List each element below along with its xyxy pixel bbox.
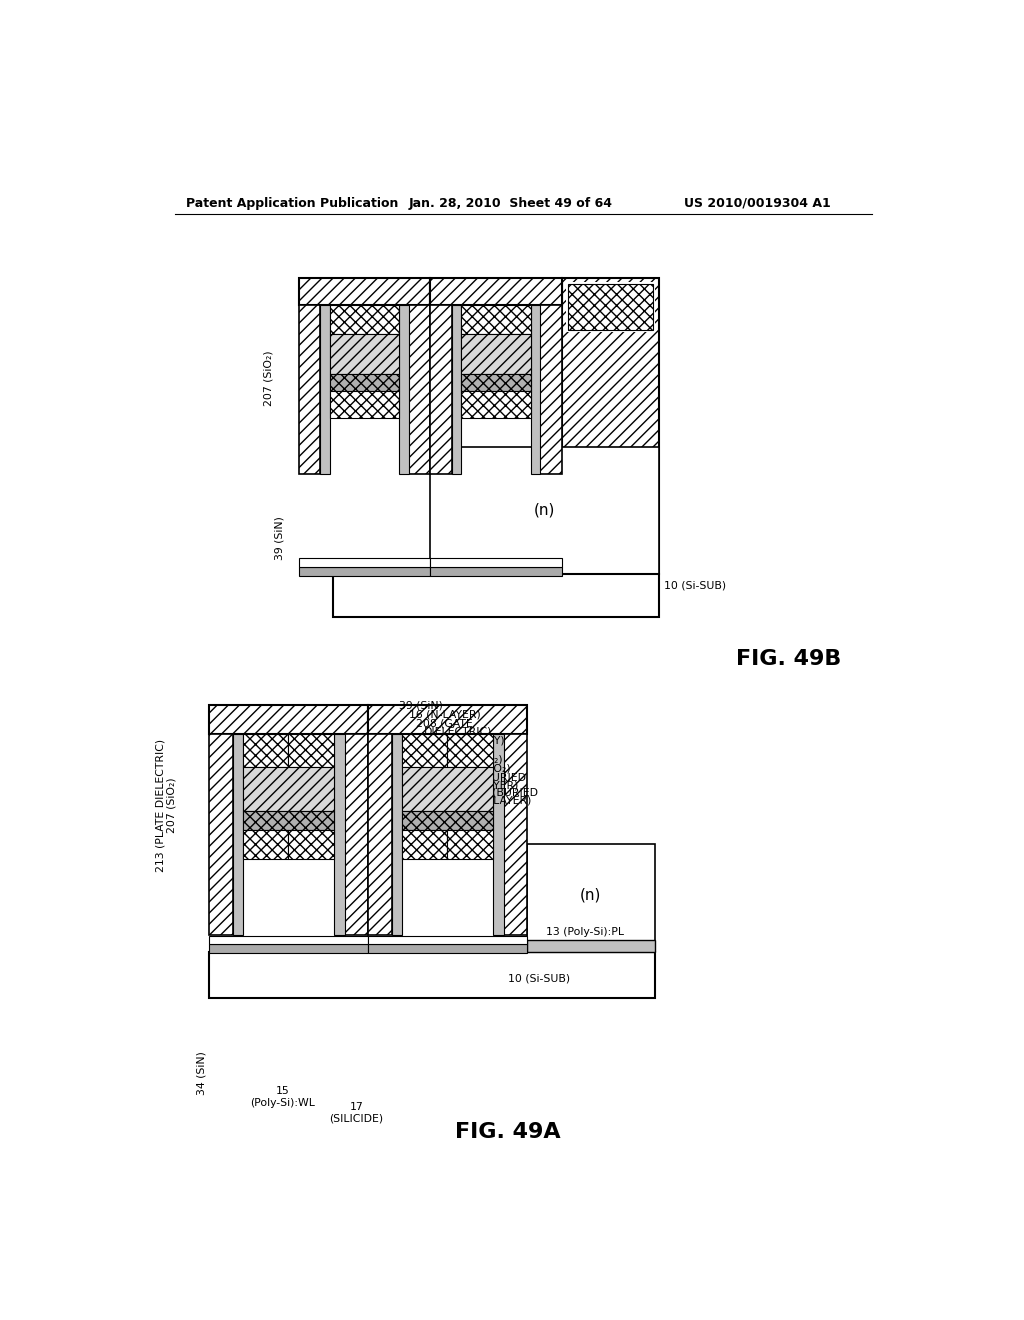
Bar <box>527 843 655 948</box>
Text: US 2010/0019304 A1: US 2010/0019304 A1 <box>684 197 831 210</box>
Bar <box>409 305 430 474</box>
Text: (p): (p) <box>463 840 477 850</box>
Bar <box>299 558 430 566</box>
Bar <box>244 812 334 830</box>
Bar <box>430 447 658 574</box>
Bar <box>461 334 531 374</box>
Bar <box>289 734 334 767</box>
Text: 213 (PLATE DIELECTRIC): 213 (PLATE DIELECTRIC) <box>156 739 165 871</box>
Text: DIELECTRIC): DIELECTRIC) <box>424 726 493 737</box>
Text: 17
(SILICIDE): 17 (SILICIDE) <box>330 1102 384 1123</box>
Bar <box>209 936 369 944</box>
Text: (p): (p) <box>303 840 318 850</box>
Bar <box>244 830 289 859</box>
Bar <box>345 734 369 935</box>
Text: N-LAYER): N-LAYER) <box>481 796 531 805</box>
Text: 39 (SiN): 39 (SiN) <box>399 700 443 710</box>
Text: (n): (n) <box>259 746 273 755</box>
Bar <box>299 566 430 576</box>
Text: 207 (SiO₂): 207 (SiO₂) <box>264 350 273 405</box>
Bar <box>568 284 652 330</box>
Text: 208 (GATE: 208 (GATE <box>417 718 473 729</box>
Bar <box>334 734 345 935</box>
Bar <box>209 952 655 998</box>
Text: 10 (Si-SUB): 10 (Si-SUB) <box>665 581 726 591</box>
Bar <box>461 374 531 391</box>
Text: (n): (n) <box>418 746 432 755</box>
Text: 207 (SiO₂): 207 (SiO₂) <box>166 777 176 833</box>
Bar <box>430 566 562 576</box>
Bar <box>461 305 531 334</box>
Bar <box>334 574 658 616</box>
Text: 11 (BURIED: 11 (BURIED <box>475 788 539 797</box>
Bar <box>447 830 493 859</box>
Bar <box>447 734 493 767</box>
Bar <box>493 734 504 935</box>
Bar <box>232 734 244 935</box>
Bar <box>209 944 369 953</box>
Text: 207 (SiO₂): 207 (SiO₂) <box>447 754 503 764</box>
Text: N-LAYER): N-LAYER) <box>469 780 519 791</box>
Bar <box>402 767 493 812</box>
Bar <box>391 734 402 935</box>
Text: 15
(Poly-Si):WL: 15 (Poly-Si):WL <box>251 1086 315 1107</box>
Text: (n): (n) <box>580 888 601 903</box>
Bar <box>504 734 527 935</box>
Text: FIG. 49B: FIG. 49B <box>736 649 842 669</box>
Bar <box>430 558 562 566</box>
Bar <box>566 281 655 331</box>
Bar <box>369 705 527 734</box>
Bar <box>244 734 289 767</box>
Bar <box>562 277 658 574</box>
Text: 101 (P-BODY): 101 (P-BODY) <box>432 735 505 746</box>
Text: 34 (SiN): 34 (SiN) <box>197 1052 207 1096</box>
Bar <box>430 277 562 305</box>
Bar <box>209 705 369 734</box>
Bar <box>531 305 541 474</box>
Bar <box>299 277 430 305</box>
Bar <box>369 944 527 953</box>
Bar <box>289 830 334 859</box>
Bar <box>452 305 461 474</box>
Text: (p): (p) <box>303 746 318 755</box>
Text: Patent Application Publication: Patent Application Publication <box>186 197 398 210</box>
Bar <box>330 334 399 374</box>
Bar <box>321 305 330 474</box>
Bar <box>330 391 399 418</box>
Text: 207 (SiO₂): 207 (SiO₂) <box>455 763 511 774</box>
Bar <box>369 936 527 944</box>
Text: (p): (p) <box>463 746 477 755</box>
Bar <box>369 734 391 935</box>
Text: 39 (SiN): 39 (SiN) <box>274 516 284 560</box>
Text: 10 (Si-SUB): 10 (Si-SUB) <box>508 973 570 983</box>
Bar <box>399 305 409 474</box>
Text: (n): (n) <box>534 503 555 517</box>
Bar <box>527 940 655 952</box>
Text: (n): (n) <box>418 840 432 850</box>
Text: Jan. 28, 2010  Sheet 49 of 64: Jan. 28, 2010 Sheet 49 of 64 <box>409 197 612 210</box>
Bar <box>541 305 562 474</box>
Bar <box>299 305 321 474</box>
Text: (n): (n) <box>259 840 273 850</box>
Text: 13 (Poly-Si):PL: 13 (Poly-Si):PL <box>547 927 625 937</box>
Bar <box>209 734 232 935</box>
Text: FIG. 49A: FIG. 49A <box>455 1122 560 1142</box>
Bar <box>430 305 452 474</box>
Bar <box>461 391 531 418</box>
Text: 20 (STI): 20 (STI) <box>439 744 482 755</box>
Bar <box>330 374 399 391</box>
Bar <box>244 767 334 812</box>
Bar <box>402 812 493 830</box>
Text: 11 (BURIED: 11 (BURIED <box>463 772 525 783</box>
Bar <box>402 830 447 859</box>
Bar <box>402 734 447 767</box>
Text: 16 (N-LAYER): 16 (N-LAYER) <box>409 709 480 719</box>
Bar <box>330 305 399 334</box>
